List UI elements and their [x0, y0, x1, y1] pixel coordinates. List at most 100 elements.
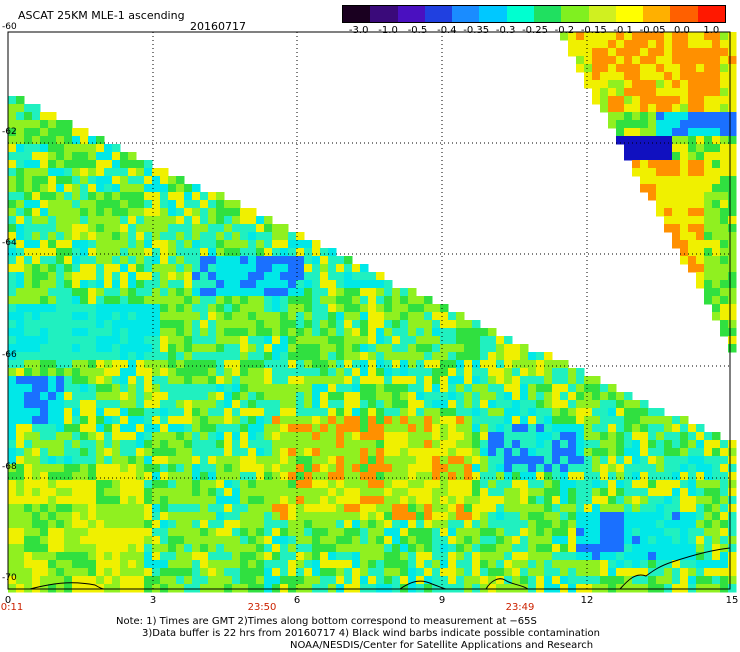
swath-cell: [704, 56, 713, 65]
swath-cell: [40, 456, 49, 465]
swath-cell: [88, 336, 97, 345]
swath-cell: [336, 400, 345, 409]
swath-cell: [600, 80, 609, 89]
swath-cell: [224, 224, 233, 233]
swath-cell: [688, 104, 697, 113]
swath-cell: [728, 440, 737, 449]
swath-cell: [168, 480, 177, 489]
swath-cell: [16, 584, 25, 593]
swath-cell: [520, 480, 529, 489]
swath-cell: [136, 384, 145, 393]
swath-cell: [624, 152, 633, 161]
swath-cell: [520, 464, 529, 473]
swath-cell: [216, 528, 225, 537]
swath-cell: [192, 240, 201, 249]
swath-cell: [96, 160, 105, 169]
swath-cell: [416, 456, 425, 465]
swath-cell: [216, 552, 225, 561]
swath-cell: [256, 576, 265, 585]
swath-cell: [16, 256, 25, 265]
swath-cell: [728, 456, 737, 465]
swath-cell: [384, 432, 393, 441]
swath-cell: [520, 576, 529, 585]
swath-cell: [328, 544, 337, 553]
swath-cell: [360, 416, 369, 425]
swath-cell: [152, 416, 161, 425]
swath-cell: [536, 496, 545, 505]
swath-cell: [440, 552, 449, 561]
swath-cell: [176, 360, 185, 369]
swath-cell: [504, 560, 513, 569]
swath-cell: [512, 520, 521, 529]
swath-cell: [632, 72, 641, 81]
swath-cell: [240, 352, 249, 361]
swath-cell: [408, 472, 417, 481]
swath-cell: [656, 424, 665, 433]
swath-cell: [528, 400, 537, 409]
swath-cell: [8, 104, 17, 113]
swath-cell: [584, 448, 593, 457]
swath-cell: [224, 568, 233, 577]
swath-cell: [680, 256, 689, 265]
colorbar-segment: [561, 6, 590, 22]
swath-cell: [400, 288, 409, 297]
swath-cell: [224, 552, 233, 561]
swath-cell: [152, 472, 161, 481]
swath-cell: [144, 488, 153, 497]
swath-cell: [320, 272, 329, 281]
swath-cell: [128, 448, 137, 457]
swath-cell: [48, 176, 57, 185]
swath-cell: [656, 480, 665, 489]
swath-cell: [288, 392, 297, 401]
swath-cell: [288, 464, 297, 473]
swath-cell: [408, 384, 417, 393]
swath-cell: [664, 160, 673, 169]
swath-cell: [8, 496, 17, 505]
swath-cell: [200, 288, 209, 297]
swath-cell: [568, 544, 577, 553]
swath-cell: [560, 400, 569, 409]
swath-cell: [552, 544, 561, 553]
swath-cell: [616, 496, 625, 505]
swath-cell: [728, 192, 737, 201]
swath-cell: [424, 432, 433, 441]
swath-cell: [680, 176, 689, 185]
swath-cell: [536, 560, 545, 569]
swath-cell: [392, 432, 401, 441]
swath-cell: [264, 408, 273, 417]
swath-cell: [704, 584, 713, 593]
swath-cell: [224, 512, 233, 521]
swath-cell: [448, 576, 457, 585]
swath-cell: [624, 528, 633, 537]
swath-cell: [648, 128, 657, 137]
swath-cell: [72, 528, 81, 537]
swath-cell: [184, 512, 193, 521]
swath-cell: [392, 392, 401, 401]
swath-cell: [24, 184, 33, 193]
swath-cell: [392, 576, 401, 585]
swath-cell: [120, 336, 129, 345]
swath-cell: [648, 64, 657, 73]
swath-cell: [672, 584, 681, 593]
swath-cell: [8, 200, 17, 209]
swath-cell: [200, 344, 209, 353]
swath-cell: [328, 576, 337, 585]
swath-cell: [8, 128, 17, 137]
swath-cell: [640, 40, 649, 49]
swath-cell: [208, 424, 217, 433]
swath-cell: [416, 448, 425, 457]
swath-cell: [568, 552, 577, 561]
swath-cell: [312, 392, 321, 401]
swath-cell: [632, 440, 641, 449]
swath-cell: [72, 256, 81, 265]
swath-cell: [240, 384, 249, 393]
swath-cell: [672, 56, 681, 65]
swath-cell: [304, 560, 313, 569]
swath-cell: [280, 376, 289, 385]
swath-cell: [184, 528, 193, 537]
swath-cell: [704, 496, 713, 505]
swath-cell: [656, 576, 665, 585]
swath-cell: [728, 488, 737, 497]
swath-cell: [296, 240, 305, 249]
swath-cell: [376, 312, 385, 321]
